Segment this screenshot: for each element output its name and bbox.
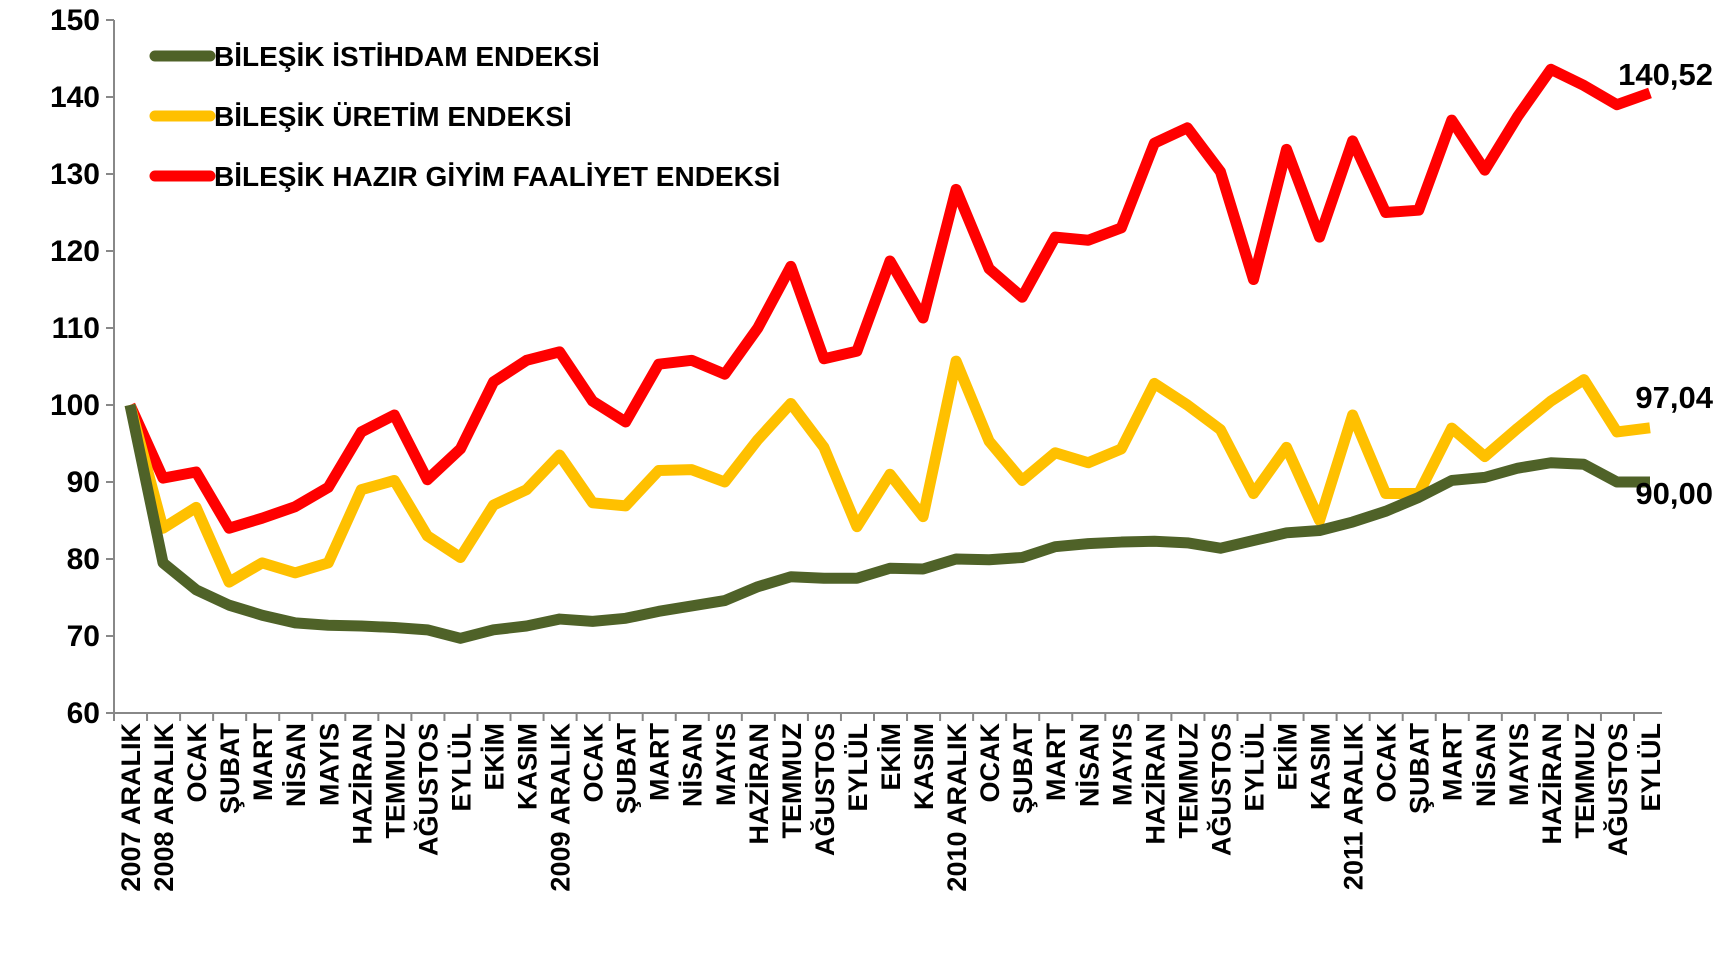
x-tick-label: ŞUBAT xyxy=(612,722,642,814)
x-tick-label: EYLÜL xyxy=(1636,723,1666,812)
x-tick-label: TEMMUZ xyxy=(1570,723,1600,838)
x-tick-label: MART xyxy=(645,722,675,800)
x-tick-label: AĞUSTOS xyxy=(809,723,840,856)
x-tick-label: OCAK xyxy=(579,723,609,803)
x-tick-label: 2010 ARALIK xyxy=(942,723,972,892)
data-label: 90,00 xyxy=(1635,476,1713,511)
x-tick-label: NİSAN xyxy=(678,723,708,807)
x-tick-label: EYLÜL xyxy=(843,723,873,812)
x-tick-label: TEMMUZ xyxy=(1173,723,1203,838)
y-tick-label: 90 xyxy=(67,466,100,499)
x-tick-label: AĞUSTOS xyxy=(1602,723,1633,856)
x-tick-label: EKİM xyxy=(876,723,906,791)
x-tick-label: 2011 ARALIK xyxy=(1339,722,1369,890)
x-tick-label: OCAK xyxy=(1372,723,1402,803)
x-tick-label: EYLÜL xyxy=(1239,723,1269,812)
x-tick-label: 2009 ARALIK xyxy=(546,723,576,892)
x-tick-label: NİSAN xyxy=(281,723,311,807)
x-tick-label: TEMMUZ xyxy=(380,723,410,838)
legend-label: BİLEŞİK ÜRETİM ENDEKSİ xyxy=(214,101,572,132)
x-tick-label: OCAK xyxy=(975,723,1005,803)
y-tick-label: 140 xyxy=(50,81,100,114)
x-tick-label: HAZİRAN xyxy=(347,723,377,845)
data-label: 140,52 xyxy=(1618,57,1713,92)
y-tick-label: 110 xyxy=(52,312,100,345)
y-tick-label: 100 xyxy=(50,389,100,422)
y-tick-label: 120 xyxy=(50,235,100,268)
x-tick-label: ŞUBAT xyxy=(1008,722,1038,814)
x-tick-label: EKİM xyxy=(1273,723,1303,791)
y-tick-label: 130 xyxy=(50,158,100,191)
x-tick-label: EKİM xyxy=(479,723,509,791)
legend-label: BİLEŞİK İSTİHDAM ENDEKSİ xyxy=(214,41,600,72)
x-tick-label: TEMMUZ xyxy=(777,723,807,838)
x-tick-label: AĞUSTOS xyxy=(412,723,443,856)
y-tick-label: 60 xyxy=(67,697,100,730)
x-tick-label: KASIM xyxy=(513,723,543,810)
x-tick-label: HAZİRAN xyxy=(1140,723,1170,845)
x-tick-label: EYLÜL xyxy=(446,723,476,812)
x-tick-label: MART xyxy=(1041,722,1071,800)
x-tick-label: KASIM xyxy=(909,723,939,810)
x-tick-label: KASIM xyxy=(1306,723,1336,810)
x-tick-label: MART xyxy=(248,722,278,800)
y-tick-label: 150 xyxy=(50,4,100,37)
series-line xyxy=(124,355,1651,588)
x-tick-label: ŞUBAT xyxy=(215,722,245,814)
x-tick-label: AĞUSTOS xyxy=(1205,723,1236,856)
x-tick-label: 2007 ARALIK xyxy=(116,723,146,892)
y-tick-label: 80 xyxy=(67,543,100,576)
legend-label: BİLEŞİK HAZIR GİYİM FAALİYET ENDEKSİ xyxy=(214,161,780,192)
data-label: 97,04 xyxy=(1635,380,1713,415)
x-tick-label: MART xyxy=(1438,722,1468,800)
series-line xyxy=(124,63,1652,534)
x-tick-label: NİSAN xyxy=(1074,723,1104,807)
x-tick-label: HAZİRAN xyxy=(1537,723,1567,845)
x-tick-label: MAYIS xyxy=(711,723,741,806)
x-tick-label: 2008 ARALIK xyxy=(149,723,179,892)
x-tick-label: OCAK xyxy=(182,723,212,803)
x-tick-label: ŞUBAT xyxy=(1405,722,1435,814)
x-tick-label: MAYIS xyxy=(314,723,344,806)
y-tick-label: 70 xyxy=(67,620,100,653)
x-tick-label: MAYIS xyxy=(1107,723,1137,806)
x-tick-label: HAZİRAN xyxy=(744,723,774,845)
x-tick-label: NİSAN xyxy=(1471,723,1501,807)
x-tick-label: MAYIS xyxy=(1504,723,1534,806)
series-line xyxy=(124,403,1650,644)
